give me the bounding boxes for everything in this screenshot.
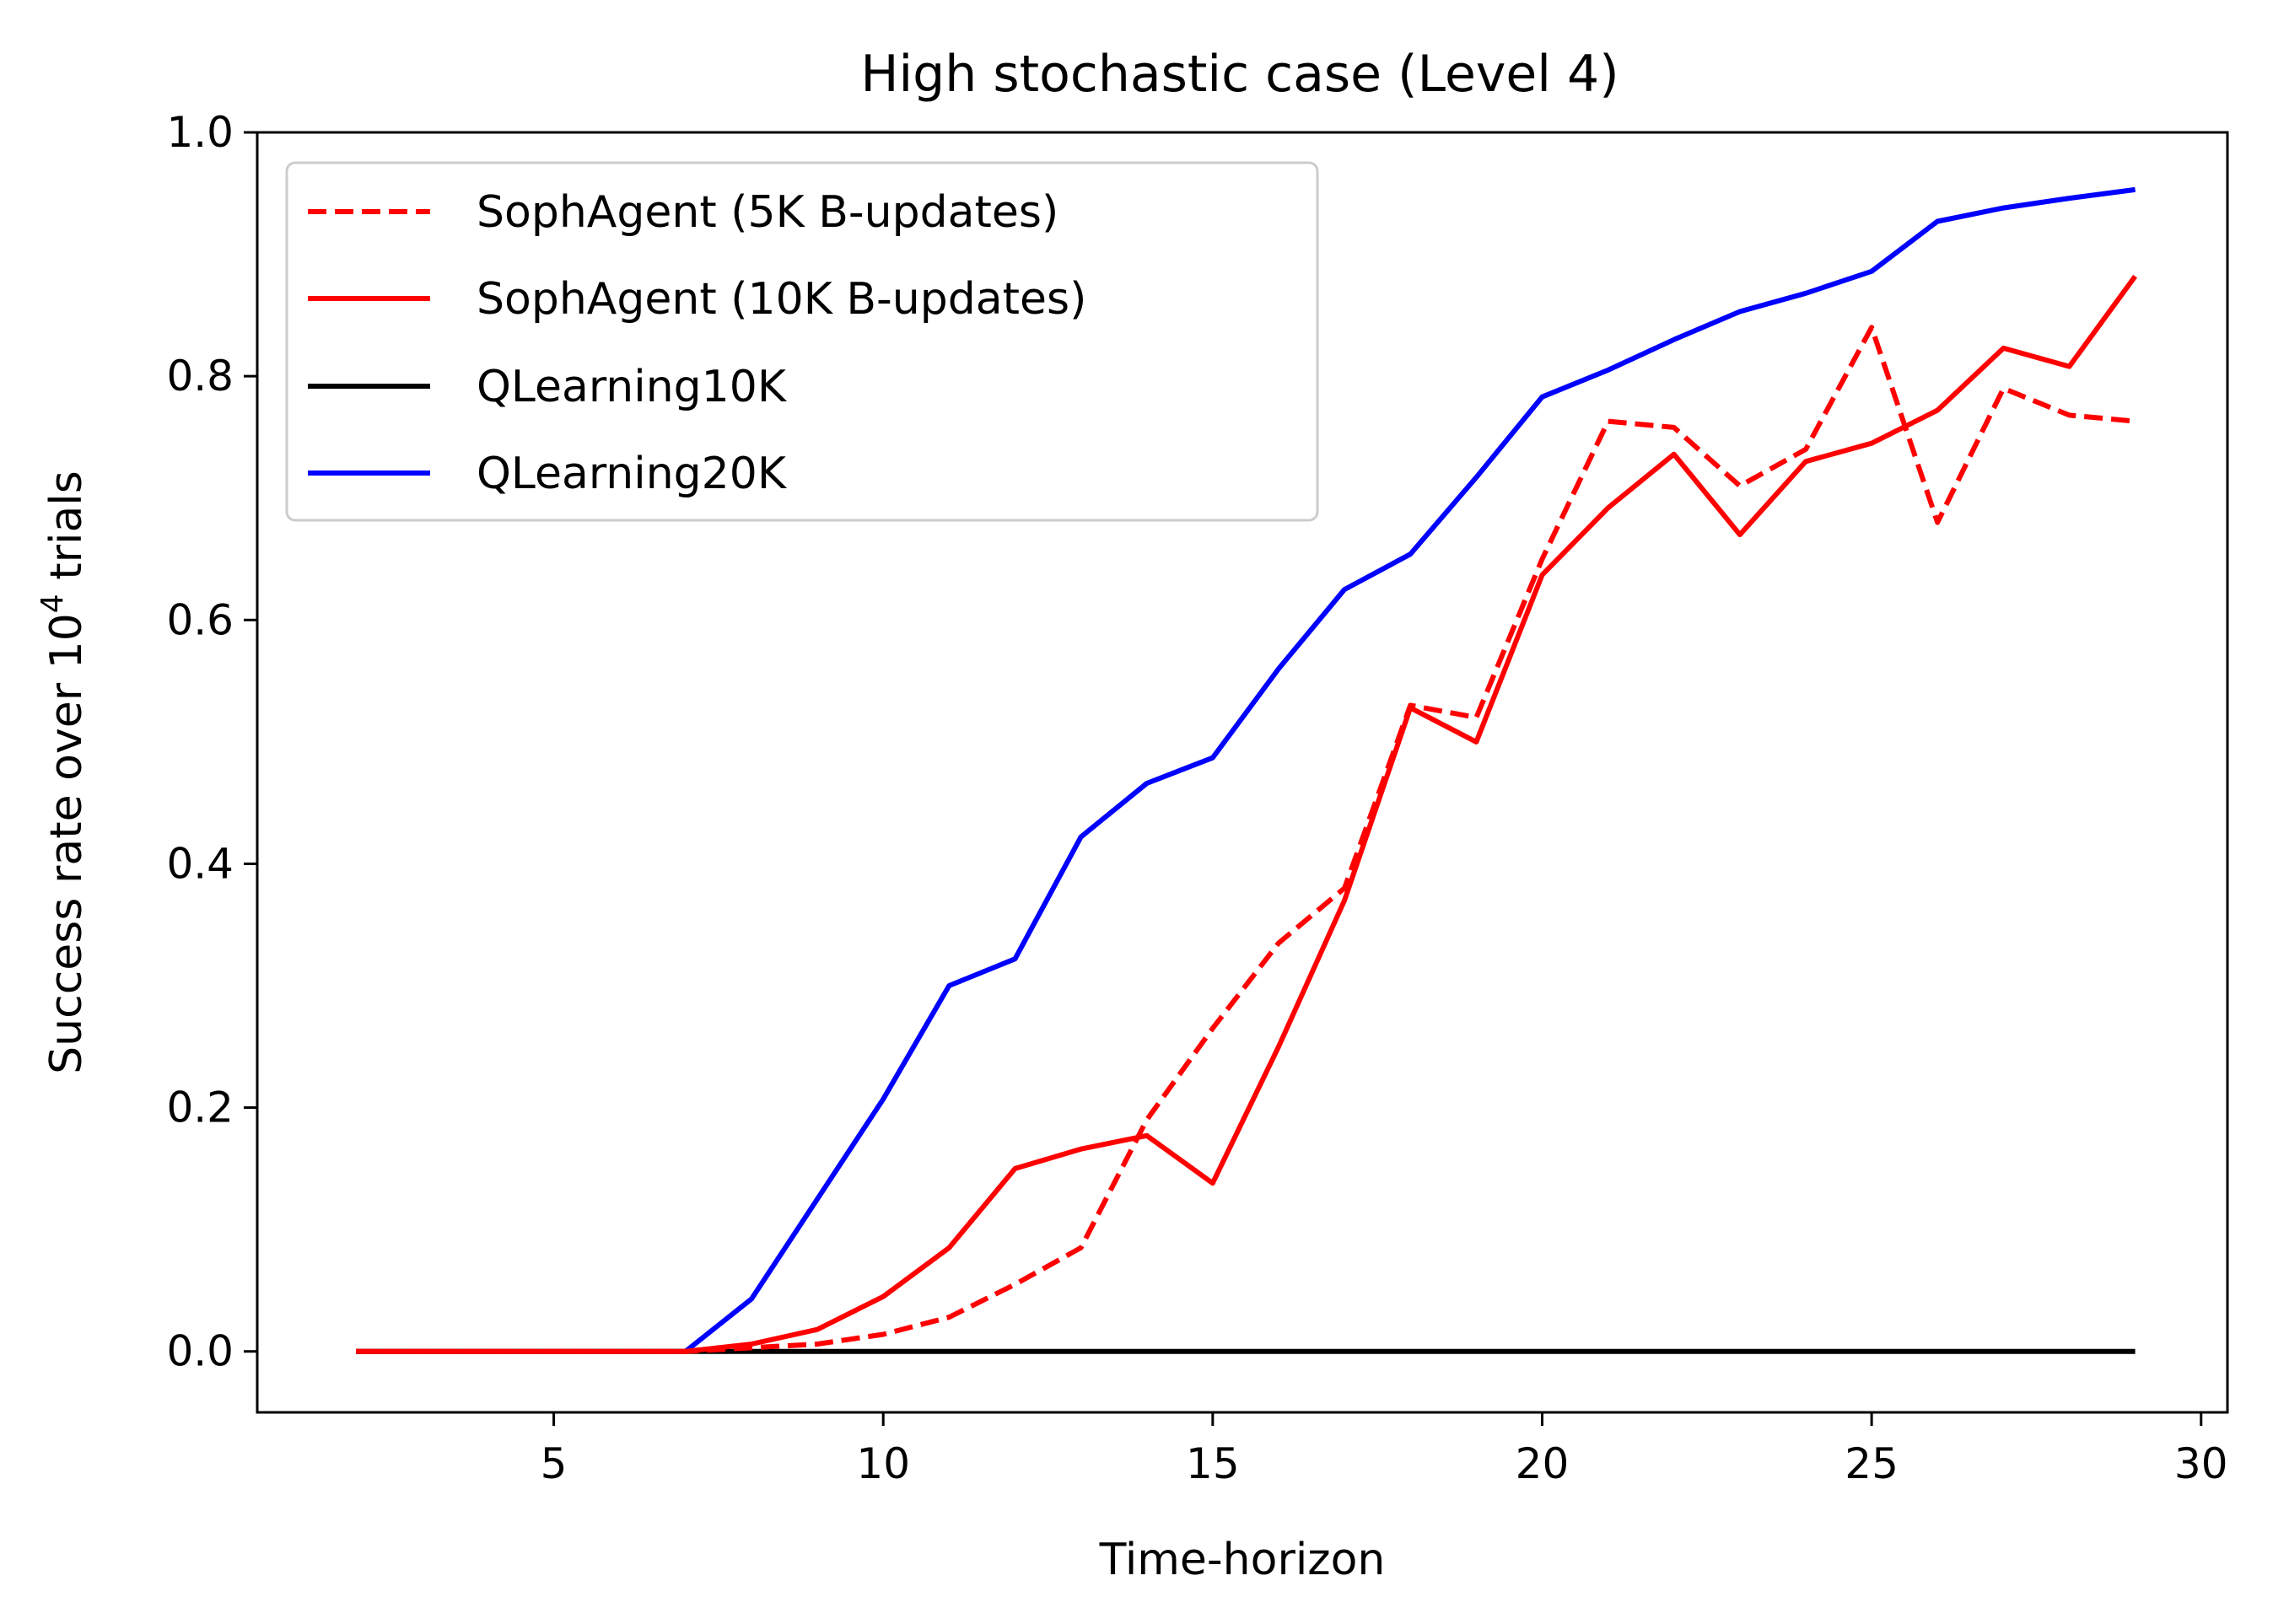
y-axis-ticks: 0.0 0.2 0.4 0.6 0.8 1.0 bbox=[166, 108, 257, 1376]
y-tick-label: 0.6 bbox=[166, 595, 234, 644]
legend-box bbox=[285, 161, 1319, 522]
legend-label: SophAgent (5K B-updates) bbox=[477, 187, 1058, 238]
y-axis-label-suffix: trials bbox=[41, 471, 92, 594]
x-tick-label: 10 bbox=[856, 1439, 910, 1488]
y-axis-label-main: Success rate over 10 bbox=[41, 613, 92, 1074]
x-tick-label: 30 bbox=[2174, 1439, 2228, 1488]
axes-frame bbox=[256, 131, 2229, 1414]
x-axis-label: Time-horizon bbox=[1099, 1535, 1386, 1585]
x-tick-label: 5 bbox=[541, 1439, 568, 1488]
legend-label: SophAgent (10K B-updates) bbox=[477, 274, 1086, 325]
x-tick-label: 15 bbox=[1186, 1439, 1240, 1488]
legend-label: QLearning20K bbox=[477, 449, 788, 499]
legend-label: QLearning10K bbox=[477, 362, 788, 412]
x-tick-label: 25 bbox=[1845, 1439, 1899, 1488]
legend: SophAgent (5K B-updates) SophAgent (10K B… bbox=[285, 161, 1319, 522]
plot-lines bbox=[356, 186, 2138, 1354]
chart-title: High stochastic case (Level 4) bbox=[860, 45, 1619, 104]
y-tick-label: 0.8 bbox=[166, 352, 234, 401]
series-line-sophagent-10k-b-updates bbox=[356, 274, 2138, 1354]
legend-entries: SophAgent (5K B-updates) SophAgent (10K B… bbox=[308, 187, 1086, 499]
y-axis-label: Success rate over 104 trials bbox=[35, 471, 92, 1074]
x-tick-label: 20 bbox=[1516, 1439, 1570, 1488]
series-line-sophagent-5k-b-updates bbox=[356, 325, 2136, 1354]
x-axis-ticks: 5 10 15 20 25 30 bbox=[541, 1412, 2228, 1488]
y-tick-label: 0.2 bbox=[166, 1084, 234, 1132]
y-tick-label: 0.4 bbox=[166, 839, 234, 888]
y-tick-label: 1.0 bbox=[166, 108, 234, 157]
y-tick-label: 0.0 bbox=[166, 1327, 234, 1376]
y-axis-label-superscript: 4 bbox=[35, 594, 70, 613]
